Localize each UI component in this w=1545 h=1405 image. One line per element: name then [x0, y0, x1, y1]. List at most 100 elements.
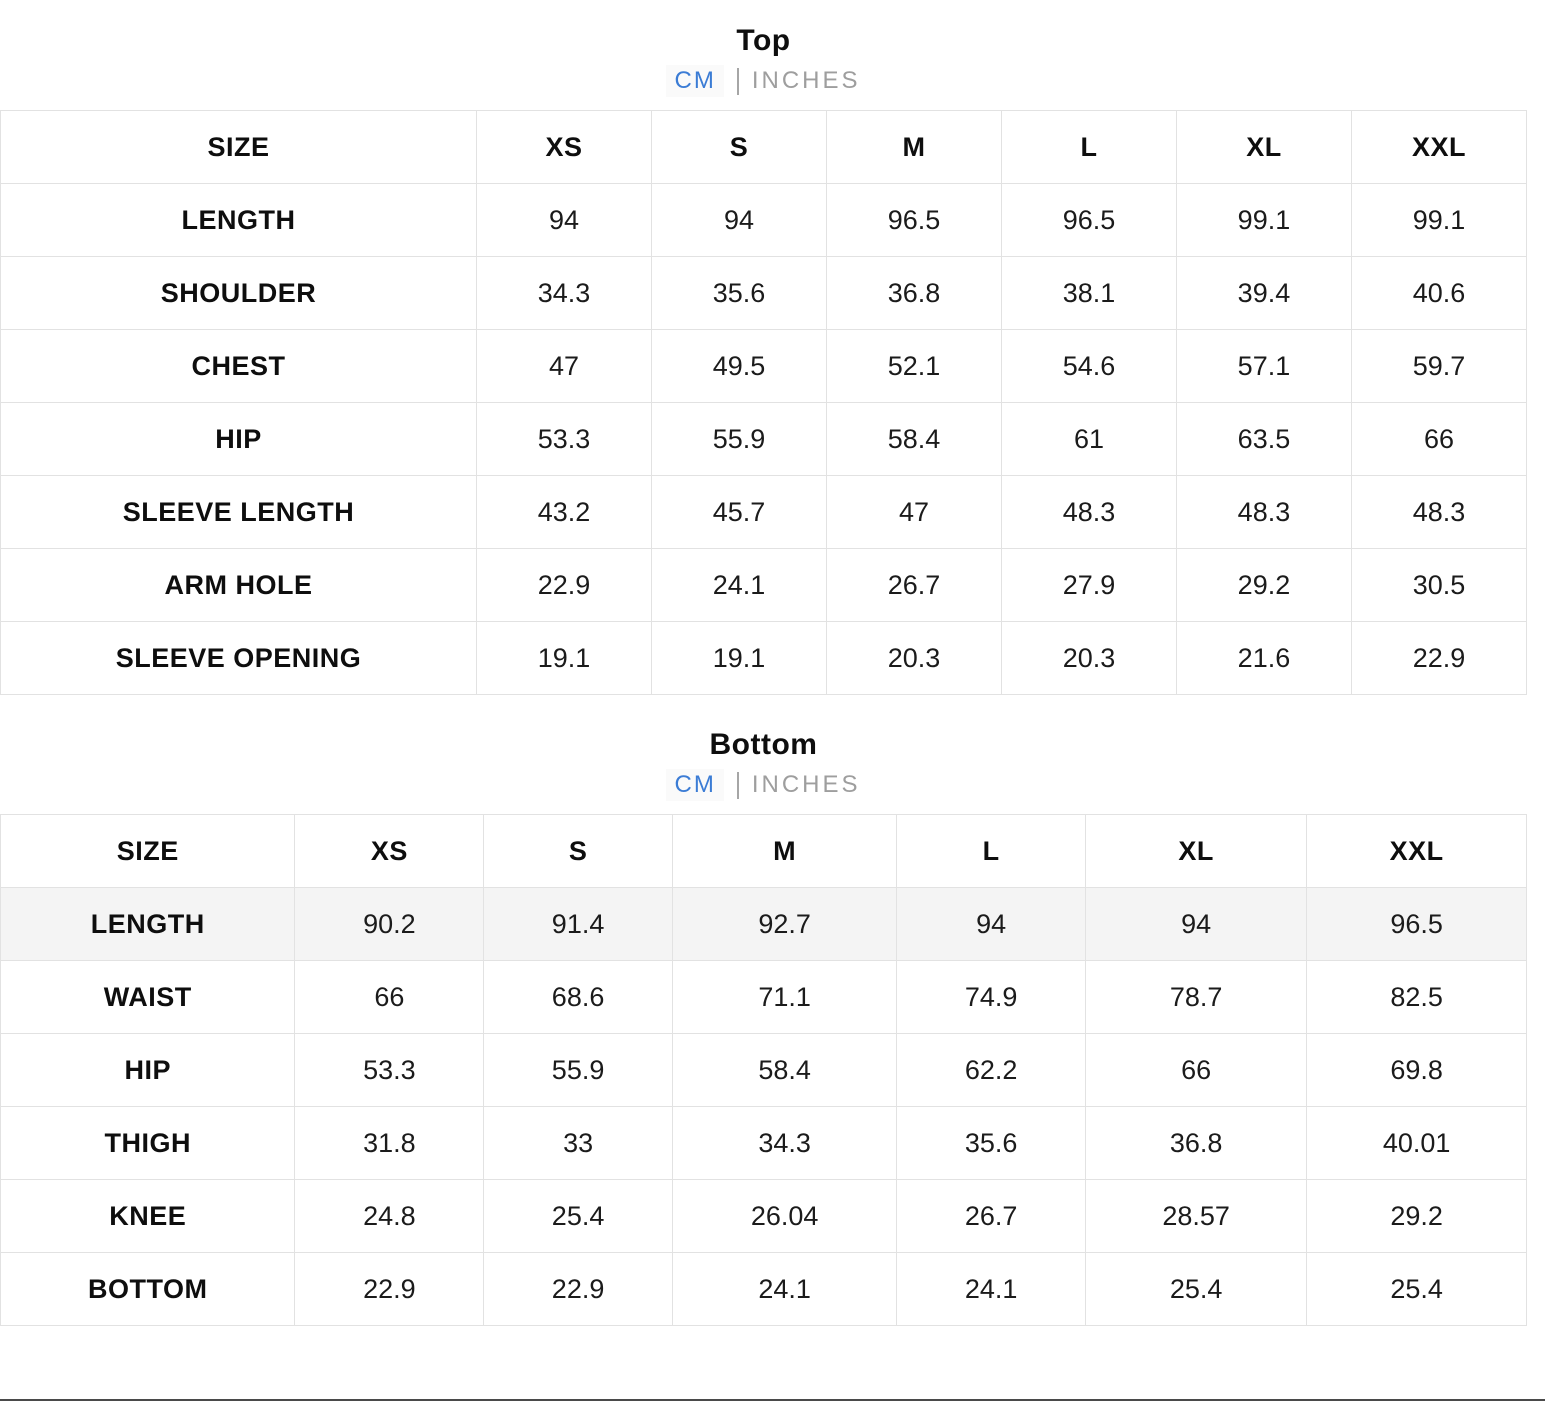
measurement-value: 96.5 [826, 183, 1002, 257]
table-row: LENGTH 90.2 91.4 92.7 94 94 96.5 [0, 887, 1527, 961]
measurement-value: 47 [476, 329, 653, 403]
measurement-value: 49.5 [651, 329, 827, 403]
header-row: SIZE XS S M L XL XXL [0, 814, 1527, 888]
column-header: XS [294, 814, 485, 888]
measurement-value: 20.3 [826, 621, 1002, 695]
column-header: SIZE [0, 814, 296, 888]
top-measurements-table: SIZE XS S M L XL XXL LENGTH 94 94 96.5 96.5 99.1 99.1… [0, 110, 1528, 695]
measurement-value: 20.3 [1000, 621, 1177, 695]
column-header: XL [1084, 814, 1308, 888]
cm-toggle-link[interactable]: CM [666, 769, 724, 801]
measurement-value: 96.5 [1306, 887, 1527, 961]
table-row: THIGH 31.8 33 34.3 35.6 36.8 40.01 [0, 1106, 1527, 1180]
measurement-value: 25.4 [483, 1179, 673, 1253]
table-row: BOTTOM 22.9 22.9 24.1 24.1 25.4 25.4 [0, 1252, 1527, 1326]
measurement-value: 26.04 [671, 1179, 898, 1253]
measurement-value: 36.8 [1084, 1106, 1308, 1180]
row-label: SHOULDER [0, 256, 478, 330]
row-label: CHEST [0, 329, 478, 403]
measurement-value: 39.4 [1175, 256, 1352, 330]
measurement-value: 68.6 [483, 960, 673, 1034]
row-label: HIP [0, 402, 478, 476]
measurement-value: 71.1 [671, 960, 898, 1034]
measurement-value: 74.9 [896, 960, 1086, 1034]
measurement-value: 54.6 [1000, 329, 1177, 403]
measurement-value: 29.2 [1175, 548, 1352, 622]
row-label: WAIST [0, 960, 296, 1034]
column-header: L [1000, 110, 1177, 184]
measurement-value: 43.2 [476, 475, 653, 549]
measurement-value: 48.3 [1175, 475, 1352, 549]
measurement-value: 96.5 [1000, 183, 1177, 257]
measurement-value: 26.7 [896, 1179, 1086, 1253]
unit-divider [736, 67, 739, 95]
column-header: XXL [1350, 110, 1528, 184]
measurement-value: 62.2 [896, 1033, 1086, 1107]
row-label: BOTTOM [0, 1252, 296, 1326]
measurement-value: 92.7 [671, 887, 898, 961]
row-label: SLEEVE OPENING [0, 621, 478, 695]
column-header: XL [1175, 110, 1352, 184]
measurement-value: 31.8 [294, 1106, 485, 1180]
column-header: XS [476, 110, 653, 184]
table-row: SLEEVE LENGTH 43.2 45.7 47 48.3 48.3 48.3 [0, 475, 1528, 549]
table-row: CHEST 47 49.5 52.1 54.6 57.1 59.7 [0, 329, 1528, 403]
measurement-value: 94 [1084, 887, 1308, 961]
column-header: M [671, 814, 898, 888]
measurement-value: 58.4 [826, 402, 1002, 476]
measurement-value: 63.5 [1175, 402, 1352, 476]
measurement-value: 66 [1084, 1033, 1308, 1107]
measurement-value: 24.8 [294, 1179, 485, 1253]
measurement-value: 94 [651, 183, 827, 257]
unit-divider [736, 771, 739, 799]
measurement-value: 99.1 [1175, 183, 1352, 257]
measurement-value: 29.2 [1306, 1179, 1527, 1253]
measurement-value: 26.7 [826, 548, 1002, 622]
measurement-value: 48.3 [1350, 475, 1528, 549]
top-size-section: Top CM INCHES SIZE XS S M L XL XXL LENGTH 94 94 96… [0, 0, 1528, 695]
measurement-value: 38.1 [1000, 256, 1177, 330]
measurement-value: 47 [826, 475, 1002, 549]
inches-toggle-link[interactable]: INCHES [751, 771, 861, 798]
row-label: HIP [0, 1033, 296, 1107]
row-label: KNEE [0, 1179, 296, 1253]
bottom-size-section: Bottom CM INCHES SIZE XS S M L XL XXL LENGTH 90.… [0, 728, 1527, 1326]
table-row: SHOULDER 34.3 35.6 36.8 38.1 39.4 40.6 [0, 256, 1528, 330]
measurement-value: 24.1 [651, 548, 827, 622]
measurement-value: 78.7 [1084, 960, 1308, 1034]
measurement-value: 19.1 [476, 621, 653, 695]
measurement-value: 90.2 [294, 887, 485, 961]
table-row: SLEEVE OPENING 19.1 19.1 20.3 20.3 21.6 22.9 [0, 621, 1528, 695]
measurement-value: 22.9 [294, 1252, 485, 1326]
measurement-value: 55.9 [483, 1033, 673, 1107]
row-label: SLEEVE LENGTH [0, 475, 478, 549]
measurement-value: 53.3 [476, 402, 653, 476]
measurement-value: 91.4 [483, 887, 673, 961]
measurement-value: 57.1 [1175, 329, 1352, 403]
measurement-value: 61 [1000, 402, 1177, 476]
measurement-value: 35.6 [896, 1106, 1086, 1180]
measurement-value: 22.9 [476, 548, 653, 622]
measurement-value: 69.8 [1306, 1033, 1527, 1107]
measurement-value: 55.9 [651, 402, 827, 476]
measurement-value: 34.3 [476, 256, 653, 330]
measurement-value: 66 [294, 960, 485, 1034]
section-title-top: Top [736, 24, 791, 57]
inches-toggle-link[interactable]: INCHES [751, 67, 861, 94]
table-row: KNEE 24.8 25.4 26.04 26.7 28.57 29.2 [0, 1179, 1527, 1253]
row-label: LENGTH [0, 183, 478, 257]
measurement-value: 53.3 [294, 1033, 485, 1107]
table-row: LENGTH 94 94 96.5 96.5 99.1 99.1 [0, 183, 1528, 257]
measurement-value: 59.7 [1350, 329, 1528, 403]
row-label: THIGH [0, 1106, 296, 1180]
column-header: S [651, 110, 827, 184]
measurement-value: 25.4 [1306, 1252, 1527, 1326]
measurement-value: 66 [1350, 402, 1528, 476]
measurement-value: 35.6 [651, 256, 827, 330]
measurement-value: 33 [483, 1106, 673, 1180]
column-header: XXL [1306, 814, 1527, 888]
table-row: HIP 53.3 55.9 58.4 62.2 66 69.8 [0, 1033, 1527, 1107]
cm-toggle-link[interactable]: CM [666, 65, 724, 97]
measurement-value: 99.1 [1350, 183, 1528, 257]
section-title-bottom: Bottom [709, 728, 818, 761]
